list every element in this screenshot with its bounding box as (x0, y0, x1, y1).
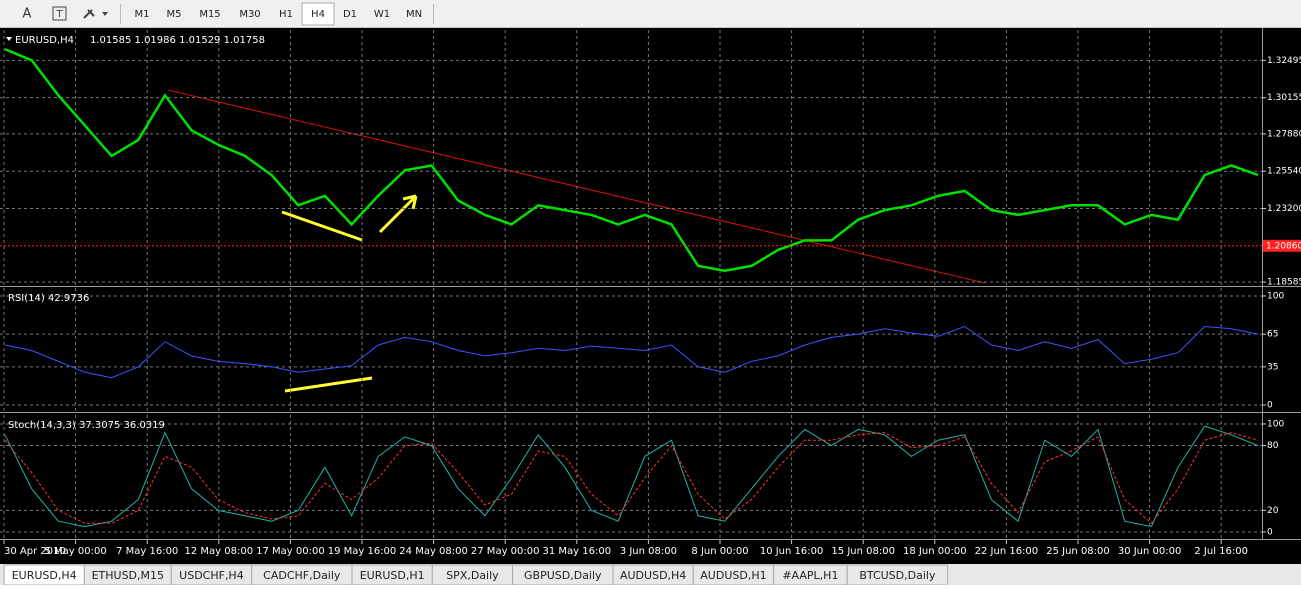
y-tick-label: 1.27880 (1267, 129, 1301, 139)
timeframe-button[interactable]: MN (406, 9, 422, 20)
label-tool-icon[interactable] (52, 6, 67, 21)
time-label: 10 Jun 16:00 (760, 546, 824, 557)
time-label: 17 May 00:00 (256, 546, 325, 557)
timeframe-button[interactable]: H4 (311, 9, 325, 20)
series-line (4, 432, 1259, 525)
timeframe-button[interactable]: W1 (374, 9, 390, 20)
y-tick-label: 100 (1267, 291, 1284, 301)
active-timeframe[interactable] (301, 2, 335, 26)
annotation-arrow (378, 194, 418, 234)
time-label: 18 Jun 00:00 (903, 546, 967, 557)
time-label: 5 May 00:00 (44, 546, 106, 557)
y-tick-label: 100 (1267, 419, 1284, 429)
y-tick-label: 1.30155 (1267, 93, 1301, 103)
time-label: 3 Jun 08:00 (620, 546, 677, 557)
shapes-tool-icon[interactable] (83, 9, 95, 19)
time-label: 19 May 16:00 (328, 546, 397, 557)
toolbar (0, 0, 1301, 28)
tab-label[interactable]: USDCHF,H4 (179, 569, 244, 582)
y-tick-label: 35 (1267, 362, 1278, 372)
tab-label[interactable]: EURUSD,H4 (12, 569, 77, 582)
price-label-bg (1263, 239, 1301, 252)
time-label: 30 Apr 2010 (4, 546, 66, 557)
timeframe-button[interactable]: D1 (343, 9, 357, 20)
dropdown-arrow[interactable] (102, 12, 108, 16)
series-line (4, 325, 1259, 379)
timeframe-button[interactable]: M30 (239, 9, 260, 20)
annotation-line (281, 210, 363, 242)
y-tick-label: 1.18585 (1267, 278, 1301, 288)
timeframe-button[interactable]: M5 (167, 9, 182, 20)
timeframe-button[interactable]: M15 (199, 9, 220, 20)
tab-label[interactable]: EURUSD,H1 (360, 569, 425, 582)
series-line (4, 47, 1259, 272)
tab-label[interactable]: BTCUSD,Daily (859, 569, 936, 582)
timeframe-button[interactable]: M1 (135, 9, 150, 20)
y-tick-label: 0 (1267, 527, 1273, 537)
text-tool[interactable]: A (23, 7, 32, 22)
time-label: 8 Jun 00:00 (691, 546, 748, 557)
tab-label[interactable]: CADCHF,Daily (263, 569, 341, 582)
time-label: 15 Jun 08:00 (831, 546, 895, 557)
time-label: 7 May 16:00 (116, 546, 178, 557)
label-tool-glyph: T (55, 9, 63, 20)
indicator-title: RSI(14) 42.9736 (8, 293, 89, 304)
y-tick-label: 1.23200 (1267, 204, 1301, 214)
timeframe-button[interactable]: H1 (279, 9, 293, 20)
tab-label[interactable]: AUDUSD,H4 (620, 569, 686, 582)
time-label: 22 Jun 16:00 (975, 546, 1039, 557)
y-tick-label: 1.25540 (1267, 167, 1301, 177)
y-tick-label: 80 (1267, 441, 1279, 451)
tab-label[interactable]: SPX,Daily (446, 569, 499, 582)
y-tick-label: 0 (1267, 401, 1273, 411)
time-label: 31 May 16:00 (543, 546, 612, 557)
time-label: 27 May 00:00 (471, 546, 540, 557)
tab-label[interactable]: AUDUSD,H1 (700, 569, 766, 582)
tab-label[interactable]: GBPUSD,Daily (524, 569, 602, 582)
y-tick-label: 20 (1267, 506, 1279, 516)
time-label: 24 May 08:00 (399, 546, 468, 557)
y-tick-label: 65 (1267, 330, 1278, 340)
tab-label[interactable]: ETHUSD,M15 (92, 569, 164, 582)
indicator-title: Stoch(14,3,3) 37.3075 36.0319 (8, 420, 165, 431)
chart-symbol: EURUSD,H4 (15, 35, 74, 46)
tab-label[interactable]: #AAPL,H1 (782, 569, 838, 582)
y-tick-label: 1.32495 (1267, 56, 1301, 66)
time-label: 25 Jun 08:00 (1046, 546, 1110, 557)
annotation-line (284, 376, 373, 393)
price-label: 1.20860 (1266, 241, 1301, 251)
time-label: 12 May 08:00 (185, 546, 254, 557)
time-label: 2 Jul 16:00 (1194, 546, 1248, 557)
chart-quote: 1.01585 1.01986 1.01529 1.01758 (90, 35, 265, 46)
collapse-arrow[interactable] (6, 37, 12, 41)
time-label: 30 Jun 00:00 (1118, 546, 1182, 557)
series-line (4, 425, 1259, 528)
